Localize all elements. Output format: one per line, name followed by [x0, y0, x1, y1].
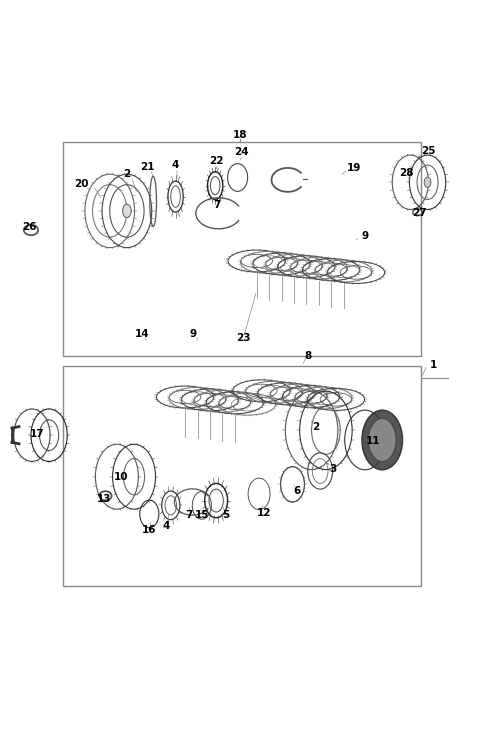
Text: 4: 4	[162, 521, 170, 531]
Text: 17: 17	[30, 429, 45, 438]
Text: 13: 13	[97, 493, 111, 504]
Text: 14: 14	[135, 329, 149, 338]
Text: 12: 12	[257, 508, 271, 518]
Text: 2: 2	[312, 422, 319, 432]
Text: 5: 5	[222, 510, 229, 520]
Text: 10: 10	[113, 471, 128, 482]
Text: 1: 1	[430, 360, 437, 370]
Ellipse shape	[362, 410, 403, 470]
Text: 24: 24	[234, 147, 248, 157]
Text: 9: 9	[190, 329, 197, 338]
Text: 9: 9	[361, 231, 369, 242]
Text: 25: 25	[421, 146, 436, 156]
Text: 26: 26	[22, 222, 36, 231]
Text: 18: 18	[233, 130, 247, 140]
Text: 16: 16	[142, 525, 156, 534]
Text: 11: 11	[365, 436, 380, 447]
Text: 4: 4	[172, 160, 179, 170]
Text: 28: 28	[399, 168, 413, 178]
Text: 3: 3	[329, 463, 336, 474]
Ellipse shape	[424, 177, 431, 187]
Text: 7: 7	[214, 200, 221, 209]
Text: 27: 27	[412, 209, 426, 218]
Text: 21: 21	[140, 162, 154, 171]
Text: 23: 23	[237, 333, 251, 343]
Text: 20: 20	[74, 179, 89, 189]
Ellipse shape	[368, 419, 396, 461]
Text: 8: 8	[304, 351, 312, 362]
Text: 15: 15	[194, 510, 209, 520]
Text: 22: 22	[209, 156, 223, 165]
Text: 2: 2	[123, 169, 130, 179]
Text: 7: 7	[185, 510, 192, 520]
Text: 19: 19	[347, 163, 361, 173]
Text: 6: 6	[294, 486, 301, 496]
Ellipse shape	[122, 204, 131, 217]
